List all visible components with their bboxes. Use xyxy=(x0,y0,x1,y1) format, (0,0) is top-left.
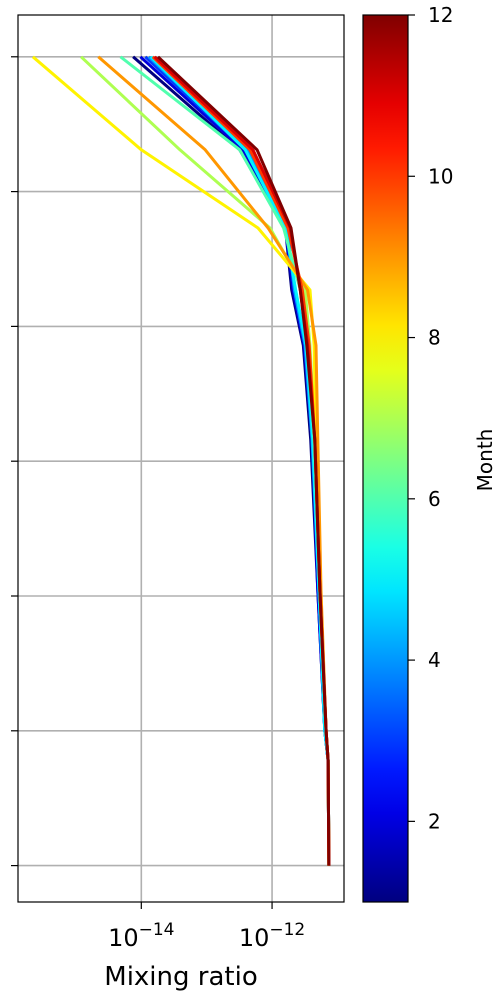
colorbar-tick-label: 10 xyxy=(428,164,453,188)
colorbar-tick-label: 8 xyxy=(428,326,441,350)
x-tick-label: 10−12 xyxy=(239,920,305,952)
x-tick-base: 10 xyxy=(239,924,270,952)
colorbar-tick-label: 6 xyxy=(428,487,441,511)
series-line xyxy=(156,55,331,866)
plot-frame xyxy=(17,14,345,903)
colorbar-tick-label: 4 xyxy=(428,648,441,672)
colorbar-tick-label: 2 xyxy=(428,809,441,833)
x-tick-label: 10−14 xyxy=(108,920,174,952)
x-axis-label: Mixing ratio xyxy=(104,962,257,992)
colorbar-label: Month xyxy=(473,429,497,492)
x-tick-exponent: −12 xyxy=(269,920,305,940)
colorbar xyxy=(362,14,409,903)
colorbar-tick-label: 12 xyxy=(428,3,453,27)
x-tick-exponent: −14 xyxy=(139,920,175,940)
x-tick-base: 10 xyxy=(108,924,139,952)
